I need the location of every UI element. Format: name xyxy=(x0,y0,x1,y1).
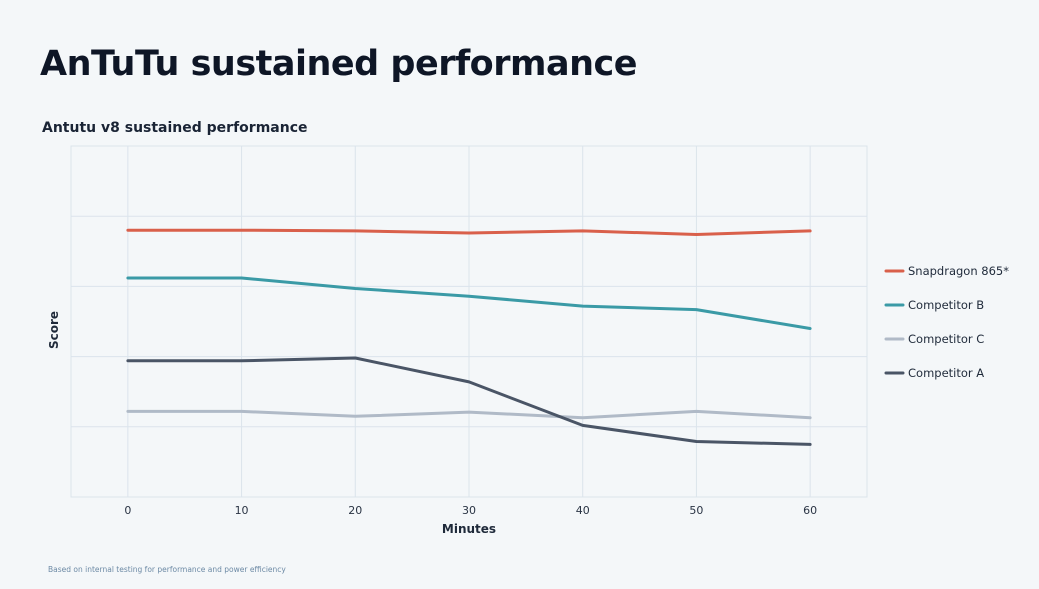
legend-label: Competitor A xyxy=(908,366,984,380)
x-tick-label: 40 xyxy=(576,504,590,517)
legend-label: Competitor B xyxy=(908,298,984,312)
footnote: Based on internal testing for performanc… xyxy=(48,565,286,574)
x-tick-label: 10 xyxy=(235,504,249,517)
y-axis-title: Score xyxy=(47,311,61,349)
series-line-1 xyxy=(126,228,812,236)
x-tick-label: 20 xyxy=(348,504,362,517)
chart-legend: Snapdragon 865* Competitor B Competitor C C… xyxy=(884,264,1009,380)
x-tick-label: 60 xyxy=(803,504,817,517)
x-axis-ticks: 0 10 20 30 40 50 60 xyxy=(124,504,817,517)
chart-grid xyxy=(70,145,868,498)
series-line-2 xyxy=(126,276,812,330)
chart-title: Antutu v8 sustained performance xyxy=(42,120,308,136)
chart-series xyxy=(126,228,812,446)
x-axis-title: Minutes xyxy=(442,522,496,536)
series-line-4 xyxy=(126,356,812,446)
x-tick-label: 30 xyxy=(462,504,476,517)
x-tick-label: 50 xyxy=(689,504,703,517)
legend-label: Competitor C xyxy=(908,332,984,346)
slide-title: AnTuTu sustained performance xyxy=(40,44,637,84)
x-tick-label: 0 xyxy=(124,504,131,517)
legend-label: Snapdragon 865* xyxy=(908,264,1009,278)
series-line-3 xyxy=(126,409,812,420)
